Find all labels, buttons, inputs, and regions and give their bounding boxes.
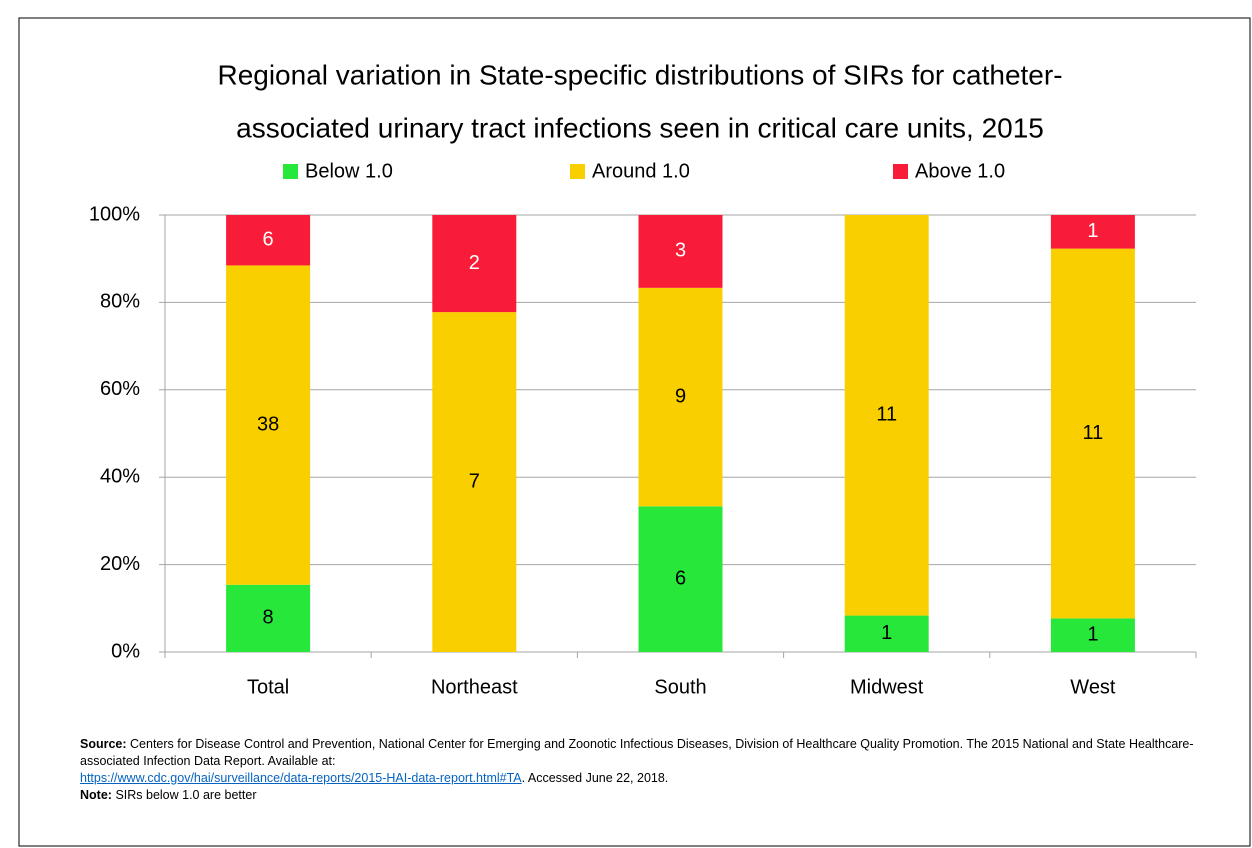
value-label: 38 [257, 413, 279, 435]
legend-swatch [893, 164, 908, 179]
bar-segment [432, 215, 517, 313]
value-label: 2 [469, 252, 480, 274]
chart-title: Regional variation in State-specific dis… [217, 59, 1062, 90]
source-label: Source: [80, 737, 127, 751]
value-label: 3 [675, 240, 686, 262]
legend-swatch [283, 164, 298, 179]
y-tick-label: 80% [100, 291, 140, 313]
bar-segment [226, 265, 311, 585]
x-tick-label: South [654, 676, 706, 698]
value-label: 9 [675, 385, 686, 407]
chart-title: associated urinary tract infections seen… [236, 112, 1044, 143]
value-label: 6 [263, 228, 274, 250]
value-label: 1 [1087, 220, 1098, 242]
value-label: 11 [876, 404, 897, 426]
bar-segment [844, 615, 929, 652]
note-label: Note: [80, 788, 112, 802]
bar-segment [226, 215, 311, 266]
x-tick-label: Northeast [431, 676, 518, 698]
bar-segment [226, 584, 311, 652]
y-tick-label: 100% [89, 203, 140, 225]
y-tick-label: 0% [111, 640, 140, 662]
source-accessed: . Accessed June 22, 2018. [521, 771, 669, 785]
bar-segment [844, 215, 929, 616]
note-text: SIRs below 1.0 are better [115, 788, 257, 802]
bar-segment [1050, 618, 1135, 652]
source-text: Centers for Disease Control and Preventi… [80, 737, 1194, 768]
x-tick-label: West [1070, 676, 1116, 698]
bar-segment [638, 215, 723, 288]
value-label: 11 [1083, 422, 1104, 444]
value-label: 1 [881, 622, 892, 644]
x-tick-label: Total [247, 676, 289, 698]
bar-segment [1050, 248, 1135, 619]
bar-segment [638, 287, 723, 507]
y-tick-label: 40% [100, 465, 140, 487]
bar-segment [432, 312, 517, 652]
source-link[interactable]: https://www.cdc.gov/hai/surveillance/dat… [80, 771, 522, 785]
legend-swatch [570, 164, 585, 179]
y-tick-label: 60% [100, 378, 140, 400]
chart-border [18, 17, 1251, 847]
y-tick-label: 20% [100, 553, 140, 575]
footnote: Source: Centers for Disease Control and … [80, 736, 1220, 804]
bar-segment [1050, 215, 1135, 249]
legend-label: Below 1.0 [305, 160, 393, 182]
bar-segment [638, 506, 723, 652]
legend-label: Above 1.0 [915, 160, 1005, 182]
value-label: 1 [1087, 623, 1098, 645]
value-label: 7 [469, 470, 480, 492]
x-tick-label: Midwest [850, 676, 924, 698]
value-label: 8 [263, 607, 274, 629]
legend-label: Around 1.0 [592, 160, 690, 182]
value-label: 6 [675, 567, 686, 589]
